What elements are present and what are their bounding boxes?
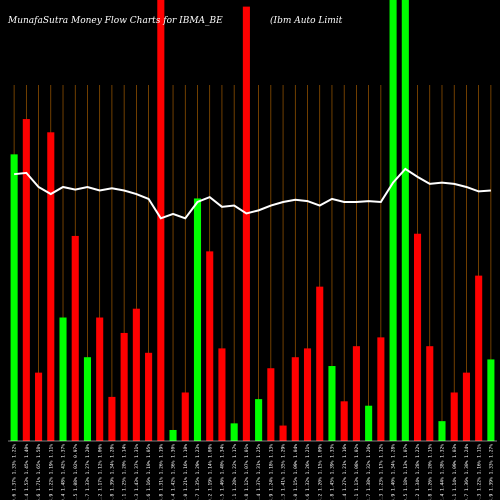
x-tick-label: 1043.2 1.20% 1.15% 1.09% (317, 444, 323, 500)
x-tick-label: 1119.4 1.42% 1.36% 1.30% (171, 444, 177, 500)
x-tick-label: 1132.6 1.16% 1.10% 1.05% (146, 444, 152, 500)
bar-32 (389, 0, 397, 441)
bar-34 (413, 233, 422, 441)
bar-20 (242, 6, 250, 442)
bar-21 (255, 399, 263, 441)
bar-5 (59, 317, 67, 441)
x-tick-label: 1147.1 1.25% 1.20% 1.14% (122, 444, 128, 500)
x-tick-label: 988.8 1.26% 1.20% 1.15% (427, 444, 433, 500)
bar-24 (291, 357, 299, 441)
x-tick-label: 1037.8 1.45% 1.39% 1.33% (330, 444, 336, 500)
bar-14 (169, 429, 177, 441)
bar-12 (145, 352, 153, 441)
bar-35 (426, 346, 434, 441)
x-tick-label: 1112.0 1.21% 1.16% 1.10% (183, 444, 189, 500)
bar-8 (96, 317, 104, 441)
x-tick-label: 1219.6 1.37% 1.33% 1.22% (12, 444, 18, 500)
money-flow-line (14, 167, 491, 220)
bar-11 (132, 308, 140, 441)
chart-title-right: (Ibm Auto Limit (270, 15, 343, 26)
x-tick-label: 1049.6 1.32% 1.26% 1.21% (305, 444, 311, 500)
x-tick-label: 1062.3 1.41% 1.35% 1.29% (281, 444, 287, 500)
x-tick-label: 1025.1 1.13% 1.08% 1.02% (354, 444, 360, 500)
x-tick-label: 1099.2 1.19% 1.14% 1.08% (207, 444, 213, 500)
bar-6 (71, 235, 79, 441)
x-tick-label: 1188.9 1.22% 1.19% 1.11% (48, 444, 54, 500)
x-tick-label: 964.3 1.22% 1.16% 1.11% (476, 444, 482, 500)
bar-4 (47, 132, 55, 442)
x-tick-label: 1087.1 1.28% 1.22% 1.17% (232, 444, 238, 500)
x-tick-label: 1179.4 1.48% 1.42% 1.37% (61, 444, 67, 500)
x-tick-label: 1126.8 1.31% 1.26% 1.19% (158, 444, 164, 500)
x-tick-label: 958.9 1.39% 1.33% 1.27% (488, 444, 494, 500)
x-tick-label: 1018.7 1.38% 1.32% 1.26% (366, 444, 372, 500)
x-tick-label: 1093.5 1.46% 1.40% 1.34% (220, 444, 226, 500)
x-tick-label: 1196.6 1.71% 1.65% 1.58% (36, 444, 42, 500)
bar-19 (230, 423, 238, 441)
bar-9 (108, 396, 116, 441)
bar-2 (22, 119, 30, 441)
bar-30 (365, 405, 373, 441)
bar-23 (279, 425, 287, 441)
bar-29 (352, 346, 360, 441)
x-tick-label: 1000.5 1.18% 1.13% 1.07% (403, 444, 409, 500)
bar-39 (475, 275, 483, 442)
bar-26 (316, 286, 324, 441)
bar-17 (206, 251, 214, 441)
x-tick-label: 1139.3 1.43% 1.37% 1.31% (134, 444, 140, 500)
bar-15 (181, 392, 189, 441)
bar-10 (120, 332, 128, 441)
bar-33 (401, 0, 409, 441)
bar-25 (303, 348, 312, 441)
bar-37 (450, 392, 458, 441)
bar-31 (377, 337, 385, 441)
x-tick-label: 1068.9 1.24% 1.18% 1.13% (268, 444, 274, 500)
x-tick-label: 976.1 1.14% 1.09% 1.03% (452, 444, 458, 500)
x-tick-label: 970.7 1.36% 1.30% 1.24% (464, 444, 470, 500)
bar-series (10, 0, 495, 442)
x-tick-label: 1031.4 1.27% 1.21% 1.16% (342, 444, 348, 500)
bar-28 (340, 401, 348, 441)
x-tick-labels: 1219.6 1.37% 1.33% 1.22% 1208.4 1.53% 1.4… (12, 444, 495, 500)
bar-22 (267, 368, 275, 441)
bar-13 (157, 0, 165, 441)
bar-18 (218, 348, 226, 441)
x-tick-label: 1165.7 1.33% 1.27% 1.20% (85, 444, 91, 500)
bar-3 (35, 372, 43, 441)
bar-1 (10, 154, 18, 441)
x-tick-label: 1161.2 1.17% 1.12% 1.06% (97, 444, 103, 500)
bar-16 (193, 198, 202, 441)
x-tick-label: 1154.8 1.39% 1.34% 1.28% (110, 444, 116, 500)
x-tick-label: 1208.4 1.53% 1.45% 1.40% (24, 444, 30, 500)
x-tick-label: 1012.3 1.23% 1.17% 1.12% (378, 444, 384, 500)
x-tick-label: 1074.4 1.37% 1.31% 1.25% (256, 444, 262, 500)
x-tick-label: 1080.8 1.12% 1.07% 1.01% (244, 444, 250, 500)
x-tick-label: 1171.5 1.08% 1.02% 0.97% (73, 444, 79, 500)
x-tick-label: 1105.7 1.35% 1.29% 1.23% (195, 444, 201, 500)
bar-38 (462, 372, 470, 441)
x-tick-label: 1006.9 1.40% 1.34% 1.28% (391, 444, 397, 500)
bar-7 (83, 357, 92, 441)
x-tick-label: 982.4 1.44% 1.38% 1.32% (440, 444, 446, 500)
x-tick-label: 1056.0 1.15% 1.09% 1.04% (293, 444, 299, 500)
bar-27 (328, 366, 336, 441)
x-tick-label: 994.2 1.34% 1.28% 1.22% (415, 444, 421, 500)
bar-40 (487, 359, 495, 441)
chart-title: MunafaSutra Money Flow Charts for IBMA_B… (7, 16, 223, 26)
bar-36 (438, 421, 446, 441)
